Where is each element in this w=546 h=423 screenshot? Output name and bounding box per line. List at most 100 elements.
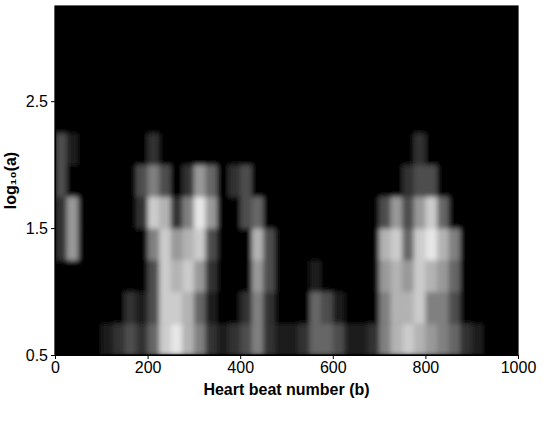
heat-cell: [240, 292, 252, 324]
heat-cell: [449, 260, 461, 292]
heat-cell: [275, 69, 287, 101]
heat-cell: [414, 292, 426, 324]
heat-cell: [506, 133, 518, 165]
heat-cell: [263, 101, 275, 133]
heat-cell: [194, 292, 206, 324]
heat-cell: [67, 323, 79, 355]
heat-cell: [310, 69, 322, 101]
heat-cell: [113, 228, 125, 260]
heat-cell: [472, 6, 484, 38]
heat-cell: [356, 38, 368, 70]
heat-cell: [182, 69, 194, 101]
heat-cell: [414, 260, 426, 292]
heat-cell: [182, 292, 194, 324]
heat-cell: [472, 165, 484, 197]
heat-cell: [67, 69, 79, 101]
heat-cell: [194, 133, 206, 165]
heat-cell: [275, 6, 287, 38]
heat-cell: [148, 323, 160, 355]
heat-cell: [136, 292, 148, 324]
heat-cell: [298, 260, 310, 292]
heat-cell: [252, 228, 264, 260]
heat-cell: [321, 6, 333, 38]
heat-cell: [217, 165, 229, 197]
heat-cell: [252, 165, 264, 197]
heat-cell: [495, 260, 507, 292]
heat-cell: [67, 165, 79, 197]
heat-cell: [240, 133, 252, 165]
heat-cell: [425, 323, 437, 355]
heat-cell: [217, 101, 229, 133]
heat-cell: [194, 69, 206, 101]
heat-cell: [78, 292, 90, 324]
heat-cell: [136, 6, 148, 38]
heat-cell: [217, 38, 229, 70]
heat-cell: [275, 165, 287, 197]
heat-cell: [310, 165, 322, 197]
heat-cell: [275, 196, 287, 228]
heat-cell: [321, 196, 333, 228]
heat-cell: [449, 228, 461, 260]
heat-cell: [240, 196, 252, 228]
heat-cell: [148, 165, 160, 197]
heat-cell: [379, 38, 391, 70]
heat-cell: [287, 260, 299, 292]
heat-cell: [402, 133, 414, 165]
heat-cell: [252, 323, 264, 355]
heat-cell: [159, 69, 171, 101]
heat-cell: [205, 228, 217, 260]
heat-cell: [101, 196, 113, 228]
x-axis-tick: 1000: [501, 355, 537, 376]
heat-cell: [356, 228, 368, 260]
heat-cell: [124, 323, 136, 355]
heat-cell: [402, 165, 414, 197]
heat-cell: [391, 38, 403, 70]
heat-cell: [391, 69, 403, 101]
y-axis: 0.51.52.5: [26, 7, 56, 364]
heat-cell: [391, 292, 403, 324]
heat-cell: [449, 101, 461, 133]
plot-frame: [55, 6, 518, 355]
heat-cell: [495, 165, 507, 197]
heat-cell: [333, 38, 345, 70]
heat-cell: [506, 69, 518, 101]
heat-cell: [321, 228, 333, 260]
heat-cell: [449, 6, 461, 38]
heat-cell: [495, 323, 507, 355]
heat-cell: [78, 69, 90, 101]
heat-cell: [90, 292, 102, 324]
heat-cell: [275, 260, 287, 292]
heat-cell: [495, 196, 507, 228]
heat-cell: [101, 165, 113, 197]
x-axis-tick-label: 800: [413, 359, 440, 376]
heat-cell: [402, 101, 414, 133]
heat-cell: [78, 101, 90, 133]
heat-cell: [252, 292, 264, 324]
heat-cell: [379, 165, 391, 197]
heat-cell: [252, 101, 264, 133]
heat-cell: [205, 6, 217, 38]
heat-cell: [425, 292, 437, 324]
heat-cell: [321, 165, 333, 197]
heat-cell: [171, 69, 183, 101]
heat-cell: [113, 6, 125, 38]
heat-cell: [252, 196, 264, 228]
heat-cell: [414, 165, 426, 197]
heat-cell: [67, 6, 79, 38]
heat-cell: [379, 69, 391, 101]
heat-cell: [437, 133, 449, 165]
heat-cell: [194, 228, 206, 260]
heat-cell: [171, 101, 183, 133]
heat-cell: [136, 38, 148, 70]
heat-cell: [368, 38, 380, 70]
heat-cell: [252, 133, 264, 165]
heat-cell: [368, 101, 380, 133]
heat-cell: [414, 69, 426, 101]
heat-cell: [344, 196, 356, 228]
heat-cell: [402, 6, 414, 38]
heat-cell: [113, 196, 125, 228]
x-axis-tick: 200: [135, 355, 162, 376]
heat-cell: [402, 323, 414, 355]
heat-cell: [124, 196, 136, 228]
heat-cell: [333, 101, 345, 133]
